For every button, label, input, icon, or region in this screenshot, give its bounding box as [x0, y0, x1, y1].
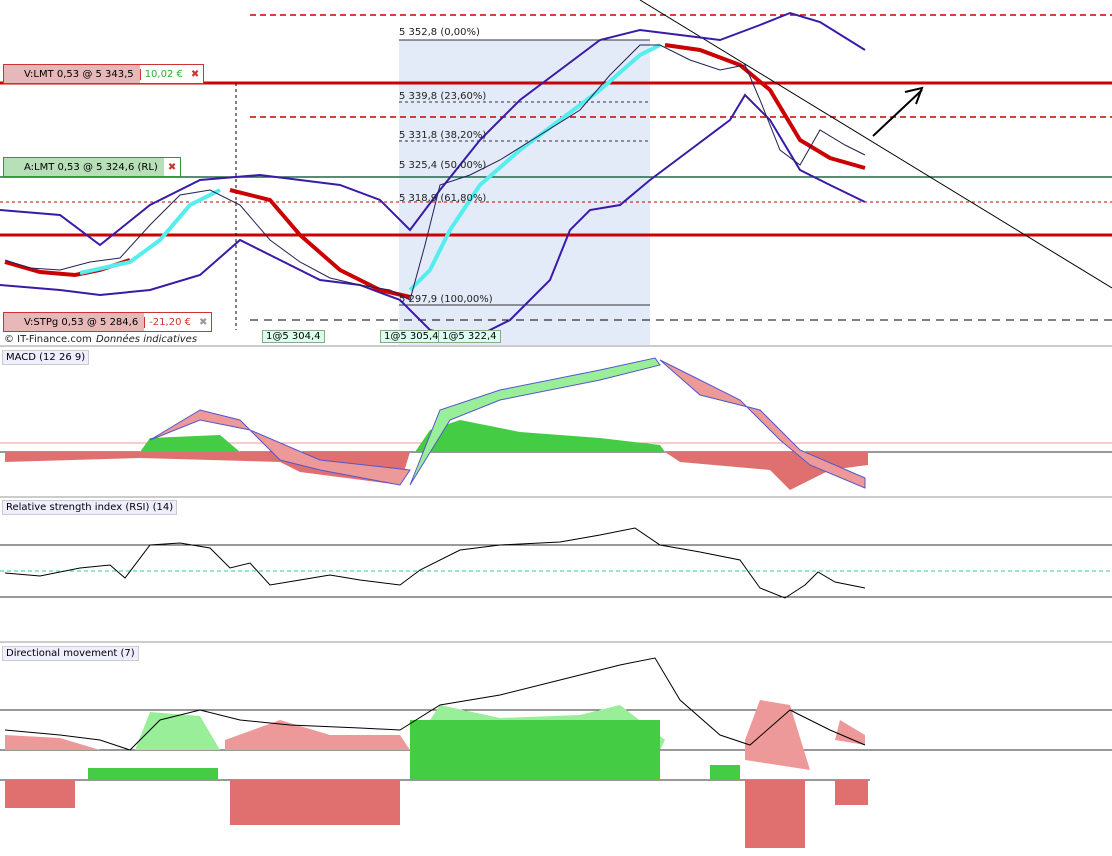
fill-label: 1@5 304,4 — [262, 330, 325, 343]
order-pnl: -21,20 € — [144, 316, 195, 328]
order-pnl: 10,02 € — [139, 68, 187, 80]
polyline-shape — [0, 11, 866, 247]
order-label: V:STPg 0,53 @ 5 284,6 — [4, 313, 145, 331]
rect-shape — [745, 780, 805, 848]
polygon-shape — [409, 357, 661, 486]
dm-bars — [5, 720, 868, 848]
polyline-shape — [4, 657, 866, 751]
polyline-shape — [79, 188, 221, 275]
fib-label: 5 297,9 (100,00%) — [399, 294, 493, 305]
panel-title[interactable]: Directional movement (7) — [2, 646, 139, 661]
polygon-shape — [5, 735, 100, 750]
rect-shape — [230, 780, 400, 825]
line-shape — [639, 0, 1112, 289]
panel-title[interactable]: MACD (12 26 9) — [2, 350, 90, 365]
polygon-shape — [745, 700, 810, 770]
polyline-shape — [664, 43, 866, 170]
polyline-shape — [408, 43, 661, 292]
order-stop[interactable]: V:STPg 0,53 @ 5 284,6 -21,20 € ✖ — [3, 312, 213, 332]
rect-shape — [710, 765, 740, 780]
fib-label: 5 318,9 (61,80%) — [399, 193, 487, 204]
polygon-shape — [659, 359, 866, 489]
polygon-shape — [140, 435, 240, 452]
polyline-shape — [904, 86, 924, 105]
polygon-shape — [149, 409, 411, 486]
fib-label: 5 352,8 (0,00%) — [399, 27, 480, 38]
line-shape — [872, 89, 923, 137]
polygon-shape — [415, 420, 665, 452]
rect-shape — [88, 768, 218, 780]
polyline-shape — [4, 527, 866, 599]
fib-label: 5 331,8 (38,20%) — [399, 130, 487, 141]
rect-shape — [835, 780, 868, 805]
fib-label: 5 325,4 (50,00%) — [399, 160, 487, 171]
rect-shape — [410, 720, 660, 780]
polygon-shape — [835, 720, 865, 745]
polyline-shape — [0, 93, 866, 342]
order-buy-limit[interactable]: A:LMT 0,53 @ 5 324,6 (RL) ✖ — [3, 157, 182, 177]
fib-zone — [399, 40, 650, 345]
cancel[interactable]: ✖ — [190, 68, 200, 80]
disclaimer: Données indicatives — [96, 334, 198, 345]
fill-label: 1@5 305,4 — [380, 330, 443, 343]
order-label: V:LMT 0,53 @ 5 343,5 — [4, 65, 140, 83]
panel-title[interactable]: Relative strength index (RSI) (14) — [2, 500, 178, 515]
fib-label: 5 339,8 (23,60%) — [399, 91, 487, 102]
fill-label: 1@5 322,4 — [438, 330, 501, 343]
cancel[interactable]: ✖ — [167, 161, 177, 173]
order-sell-limit[interactable]: V:LMT 0,53 @ 5 343,5 10,02 € ✖ — [3, 64, 205, 84]
cancel[interactable]: ✖ — [198, 316, 208, 328]
rect-shape — [5, 780, 75, 808]
polyline-shape — [4, 44, 866, 301]
copyright: © IT-Finance.com — [4, 334, 92, 345]
polygon-shape — [135, 712, 220, 750]
order-label: A:LMT 0,53 @ 5 324,6 (RL) — [4, 158, 164, 176]
polyline-shape — [229, 188, 411, 299]
polygon-shape — [225, 720, 410, 750]
